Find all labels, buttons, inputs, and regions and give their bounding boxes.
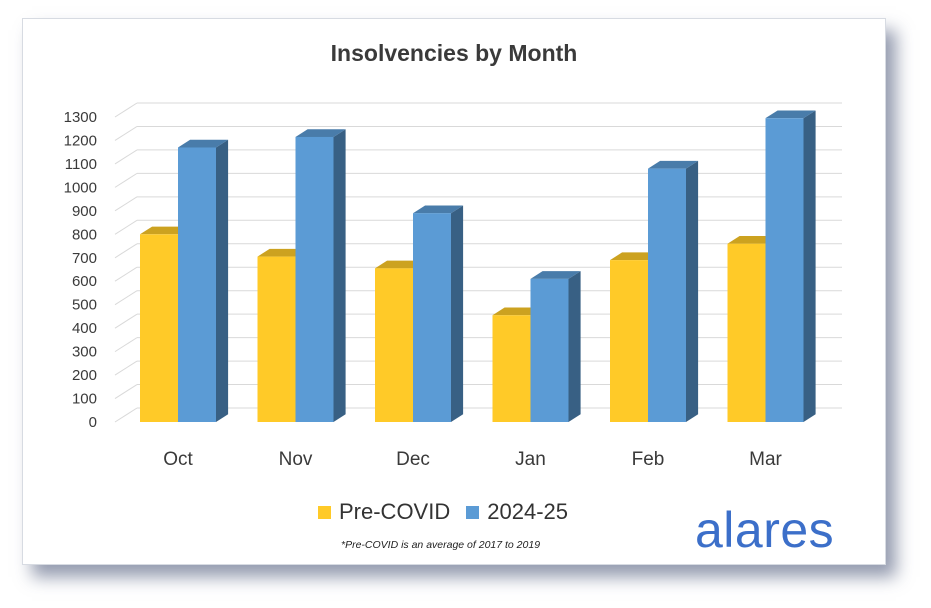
bar-top [375, 260, 426, 269]
y-tick-label: 1000 [64, 179, 97, 196]
bar-side [216, 139, 229, 423]
y-tick-label: 1100 [65, 156, 97, 173]
bar-2024-25 [530, 278, 569, 422]
y-tick-label: 500 [72, 297, 97, 314]
gridline-depth [114, 290, 138, 306]
gridline-depth [114, 384, 138, 399]
bar-top [140, 226, 191, 235]
gridline-depth [114, 219, 138, 235]
legend-label-pre-covid: Pre-COVID [339, 499, 451, 524]
footnote: *Pre-COVID is an average of 2017 to 2019 [341, 539, 541, 551]
legend-item-2024-25: 2024-25 [466, 499, 568, 525]
bar-top [648, 160, 699, 169]
bar-pre-covid [140, 234, 178, 422]
gridline-depth [114, 102, 138, 118]
y-tick-label: 400 [72, 320, 97, 337]
bar-pre-covid [375, 268, 413, 422]
bar-top [530, 271, 581, 279]
x-tick-label: Dec [396, 449, 430, 470]
bar-2024-25 [178, 147, 216, 422]
bar-pre-covid [610, 260, 648, 422]
legend-label-2024-25: 2024-25 [487, 499, 568, 524]
legend-item-pre-covid: Pre-COVID [318, 499, 450, 525]
legend-swatch-2024-25 [466, 505, 480, 519]
gridline-depth [114, 149, 138, 165]
bar-top [727, 235, 778, 244]
y-tick-label: 300 [72, 344, 97, 361]
y-tick-label: 700 [72, 250, 97, 267]
chart-legend: Pre-COVID 2024-25 [318, 497, 568, 527]
gridline-depth [114, 266, 138, 282]
bar-top [765, 110, 816, 119]
chart-card: Insolvencies by Month 0 100 200 300 400 500 600… [22, 18, 886, 565]
chart-title: Insolvencies by Month [331, 40, 578, 66]
bar-2024-25 [295, 136, 334, 422]
alares-logo: alares [695, 502, 835, 558]
x-tick-label: Nov [279, 449, 313, 470]
y-tick-label: 900 [72, 203, 97, 220]
y-tick-label: 200 [72, 367, 97, 384]
bar-side [333, 129, 346, 422]
bar-side [568, 271, 581, 422]
x-tick-label: Feb [632, 449, 665, 470]
bar-side [451, 205, 464, 422]
bar-2024-25 [648, 168, 686, 422]
gridline-depth [114, 172, 138, 188]
y-tick-label: 1300 [64, 109, 97, 126]
bar-chart: Insolvencies by Month 0 100 200 300 400 500 600… [64, 40, 842, 470]
bar-top [413, 205, 464, 214]
bar-2024-25 [765, 118, 804, 422]
y-tick-label: 0 [89, 414, 97, 431]
bar-top [257, 248, 308, 257]
gridline-depth [114, 407, 138, 423]
gridline-depth [114, 360, 138, 376]
x-tick-label: Mar [749, 449, 782, 470]
gridline-depth [114, 337, 138, 353]
bar-pre-covid [727, 243, 766, 422]
bar-2024-25 [413, 213, 451, 422]
bar-pre-covid [257, 256, 296, 422]
bar-side [803, 110, 816, 422]
bar-top [492, 307, 543, 316]
legend-swatch-pre-covid [318, 505, 331, 519]
bar-side [686, 160, 699, 422]
y-tick-label: 100 [72, 391, 97, 408]
gridline-depth [114, 313, 138, 329]
gridline-depth [114, 243, 138, 259]
y-tick-label: 600 [72, 273, 97, 290]
bar-top [610, 252, 661, 261]
x-tick-label: Jan [515, 449, 546, 470]
y-tick-label: 1200 [64, 132, 97, 149]
x-tick-label: Oct [163, 449, 193, 470]
y-tick-label: 800 [72, 226, 97, 243]
bar-top [295, 129, 346, 137]
bar-top [178, 139, 229, 148]
bar-pre-covid [492, 315, 531, 422]
gridline-depth [114, 126, 138, 141]
gridline-depth [114, 196, 138, 212]
